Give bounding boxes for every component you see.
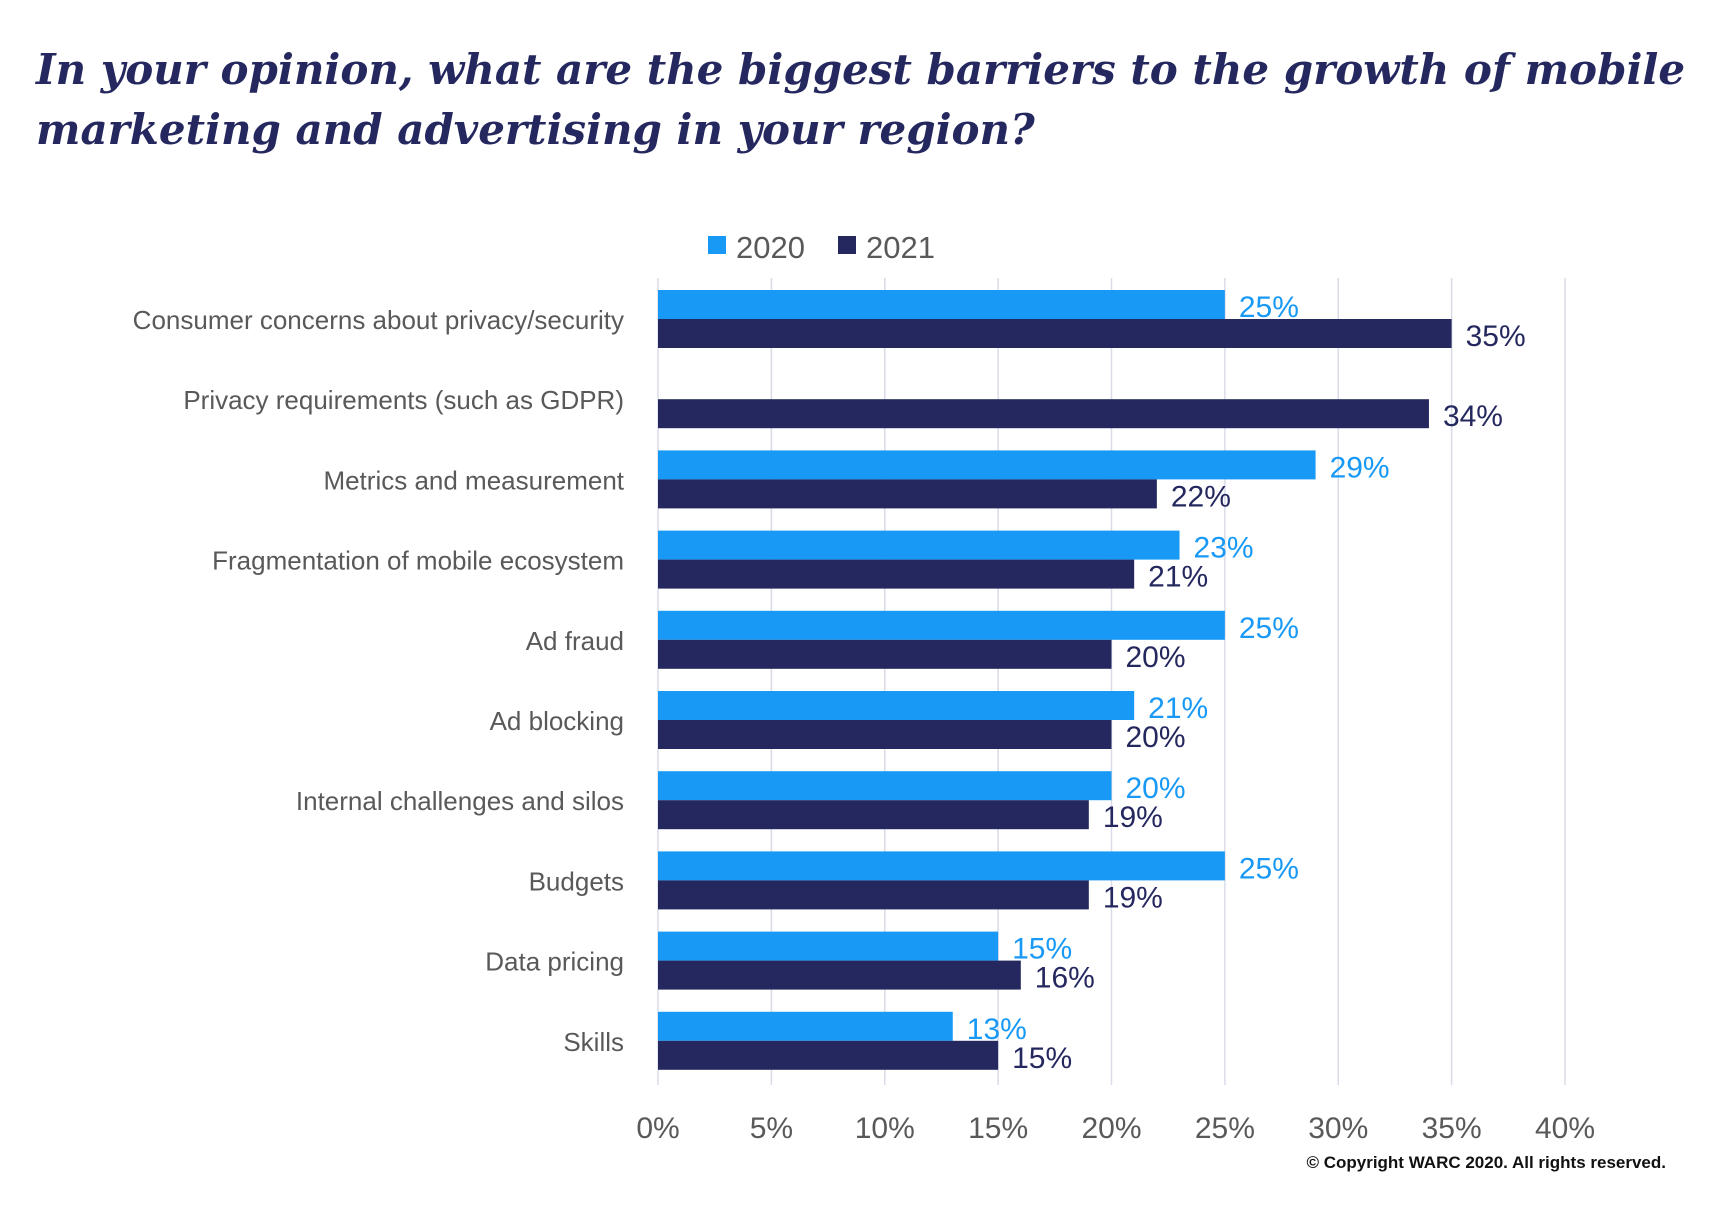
bar-2021 xyxy=(658,880,1089,910)
category-label: Data pricing xyxy=(485,947,624,977)
bar-2021 xyxy=(658,800,1089,830)
data-label-2020: 20% xyxy=(1126,772,1186,805)
data-label-2020: 13% xyxy=(967,1013,1027,1046)
bar-2020 xyxy=(658,851,1225,881)
x-axis-tick-labels: 0% 5% 10% 15% 20% 25% 30% 35% 40% xyxy=(636,1112,1595,1145)
category-label: Internal challenges and silos xyxy=(296,786,624,816)
x-tick-label: 0% xyxy=(636,1112,679,1145)
bar-2021 xyxy=(658,960,1021,990)
data-label-2021: 16% xyxy=(1035,962,1095,995)
category-labels: Consumer concerns about privacy/security… xyxy=(133,305,625,1057)
data-label-2021: 20% xyxy=(1126,641,1186,674)
data-label-2021: 34% xyxy=(1443,400,1503,433)
category-label: Ad blocking xyxy=(490,706,624,736)
bars: 25%35%34%29%22%23%21%25%20%21%20%20%19%2… xyxy=(658,290,1526,1075)
bar-2020 xyxy=(658,931,999,961)
x-tick-label: 20% xyxy=(1081,1112,1141,1145)
data-label-2021: 35% xyxy=(1466,320,1526,353)
bar-2021 xyxy=(658,639,1112,669)
data-label-2021: 21% xyxy=(1148,561,1208,594)
data-label-2020: 29% xyxy=(1330,451,1390,484)
category-label: Privacy requirements (such as GDPR) xyxy=(183,385,624,415)
legend-label: 2020 xyxy=(736,230,805,265)
x-tick-label: 15% xyxy=(968,1112,1028,1145)
bar-2020 xyxy=(658,610,1225,640)
data-label-2020: 25% xyxy=(1239,291,1299,324)
bar-2021 xyxy=(658,479,1157,509)
bar-2021 xyxy=(658,1040,999,1070)
x-tick-label: 30% xyxy=(1308,1112,1368,1145)
legend-swatch xyxy=(708,236,726,254)
category-label: Budgets xyxy=(529,866,624,896)
x-tick-label: 5% xyxy=(750,1112,793,1145)
bar-2020 xyxy=(658,450,1316,480)
data-label-2021: 19% xyxy=(1103,801,1163,834)
category-label: Metrics and measurement xyxy=(323,465,624,495)
bar-2021 xyxy=(658,319,1452,348)
data-label-2020: 25% xyxy=(1239,852,1299,885)
data-label-2020: 25% xyxy=(1239,612,1299,645)
bar-2021 xyxy=(658,399,1429,429)
data-label-2021: 22% xyxy=(1171,480,1231,513)
bar-2020 xyxy=(658,1011,953,1041)
category-label: Fragmentation of mobile ecosystem xyxy=(212,546,624,576)
category-label: Consumer concerns about privacy/security xyxy=(133,305,624,335)
legend-label: 2021 xyxy=(866,230,935,265)
bar-2020 xyxy=(658,771,1112,801)
category-label: Ad fraud xyxy=(526,626,624,656)
x-tick-label: 10% xyxy=(855,1112,915,1145)
bar-2021 xyxy=(658,720,1112,749)
x-tick-label: 25% xyxy=(1195,1112,1255,1145)
category-label: Skills xyxy=(563,1027,624,1057)
bar-2020 xyxy=(658,290,1225,319)
bar-2020 xyxy=(658,530,1180,560)
bar-2021 xyxy=(658,559,1135,589)
copyright-note: © Copyright WARC 2020. All rights reserv… xyxy=(1306,1153,1666,1172)
x-tick-label: 40% xyxy=(1535,1112,1595,1145)
bar-2020 xyxy=(658,691,1135,720)
data-label-2021: 20% xyxy=(1126,721,1186,754)
data-label-2021: 19% xyxy=(1103,881,1163,914)
data-label-2020: 15% xyxy=(1012,933,1072,966)
data-label-2021: 15% xyxy=(1012,1042,1072,1075)
legend-swatch xyxy=(838,236,856,254)
legend: 2020 2021 xyxy=(708,230,935,265)
chart-title: In your opinion, what are the biggest ba… xyxy=(36,45,1686,154)
data-label-2020: 23% xyxy=(1194,532,1254,565)
data-label-2020: 21% xyxy=(1148,692,1208,725)
x-tick-label: 35% xyxy=(1422,1112,1482,1145)
